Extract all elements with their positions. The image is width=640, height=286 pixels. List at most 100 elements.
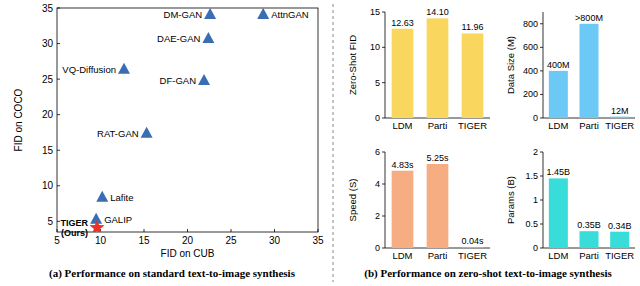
bar xyxy=(427,18,449,118)
y-tick-label: 10 xyxy=(42,180,54,191)
point-label: DAE-GAN xyxy=(157,33,200,44)
y-tick xyxy=(382,152,385,153)
bar xyxy=(427,164,449,248)
x-tick-label: 5 xyxy=(54,235,60,246)
y-tick xyxy=(382,118,385,119)
data-label: 1.45B xyxy=(547,167,571,177)
bars xyxy=(549,24,629,118)
y-tick xyxy=(57,185,60,186)
x-tick-label: 35 xyxy=(312,235,324,246)
bar xyxy=(392,171,414,248)
y-tick-label: 400 xyxy=(523,66,538,76)
data-label: 0.04s xyxy=(461,236,484,246)
bar xyxy=(462,33,484,118)
panel-caption: (a) Performance on standard text-to-imag… xyxy=(49,267,296,280)
y-tick-label: 1 xyxy=(533,195,538,205)
x-tick xyxy=(231,229,232,232)
bar xyxy=(579,24,598,118)
y-tick xyxy=(382,12,385,13)
point xyxy=(89,220,104,232)
x-tick-label: LDM xyxy=(392,250,412,261)
y-axis-title: Params (B) xyxy=(505,176,516,224)
y-tick-label: 30 xyxy=(42,38,54,49)
y-tick-label: 0 xyxy=(533,243,538,253)
y-tick xyxy=(540,23,543,24)
y-tick-label: 800 xyxy=(523,19,538,29)
y-tick xyxy=(540,94,543,95)
point-label: TIGER(Ours) xyxy=(61,218,89,238)
y-tick xyxy=(540,118,543,119)
y-tick-label: 5 xyxy=(375,78,380,88)
x-tick-label: TIGER xyxy=(458,120,487,131)
y-tick-label: 5 xyxy=(47,216,53,227)
data-label: 0.34B xyxy=(608,221,632,231)
data-label: 11.96 xyxy=(462,22,484,32)
data-label: 5.25s xyxy=(426,153,449,163)
point-label: Lafite xyxy=(110,192,133,203)
point-label: RAT-GAN xyxy=(97,128,139,139)
y-tick xyxy=(540,200,543,201)
x-tick-label: Parti xyxy=(579,250,599,261)
x-axis-title: FID on CUB xyxy=(161,248,215,259)
x-tick xyxy=(187,229,188,232)
point-label: AttnGAN xyxy=(271,9,309,20)
x-tick-label: 15 xyxy=(138,235,150,246)
y-axis-title: Zero-Shot FID xyxy=(347,35,358,95)
y-tick-label: 20 xyxy=(42,109,54,120)
y-tick-label: 6 xyxy=(375,147,380,157)
y-tick xyxy=(382,248,385,249)
point xyxy=(204,8,216,19)
bar xyxy=(579,231,598,248)
y-tick xyxy=(540,176,543,177)
bar xyxy=(610,232,629,248)
point-label: VQ-Diffusion xyxy=(62,64,116,75)
y-tick-label: 1.5 xyxy=(525,171,538,181)
point xyxy=(141,127,153,138)
y-tick xyxy=(57,43,60,44)
y-tick-label: 10 xyxy=(370,42,380,52)
y-axis xyxy=(385,12,386,118)
point xyxy=(198,74,210,85)
x-tick-label: Parti xyxy=(428,120,448,131)
x-tick-label: 10 xyxy=(95,235,107,246)
bars xyxy=(392,164,484,248)
x-tick-label: TIGER xyxy=(458,250,487,261)
y-axis xyxy=(543,12,544,118)
x-tick-label: 30 xyxy=(269,235,281,246)
data-label: 12M xyxy=(611,106,629,116)
bar xyxy=(610,117,629,118)
y-tick xyxy=(540,70,543,71)
y-tick-label: 15 xyxy=(370,7,380,17)
bar xyxy=(392,29,414,118)
x-tick-label: LDM xyxy=(548,250,568,261)
data-label: 12.63 xyxy=(391,18,414,28)
x-tick xyxy=(318,229,319,232)
y-tick-label: 35 xyxy=(42,3,54,14)
x-tick-label: 20 xyxy=(182,235,194,246)
y-tick-label: 0 xyxy=(375,243,380,253)
y-tick-label: 0 xyxy=(375,113,380,123)
bars xyxy=(392,18,484,118)
data-label: 0.35B xyxy=(577,220,601,230)
y-axis xyxy=(385,152,386,248)
y-tick-label: 2 xyxy=(375,211,380,221)
panel-caption: (b) Performance on zero-shot text-to-ima… xyxy=(364,267,612,280)
scatter-marks xyxy=(89,8,269,232)
y-tick-label: 15 xyxy=(42,145,54,156)
y-tick xyxy=(382,216,385,217)
bar xyxy=(462,247,484,248)
x-tick-label: TIGER xyxy=(605,250,634,261)
y-axis-title: Data Size (M) xyxy=(505,36,516,94)
y-tick-label: 2 xyxy=(533,147,538,157)
y-tick-label: 25 xyxy=(42,74,54,85)
y-tick xyxy=(540,224,543,225)
y-axis-title: Speed (S) xyxy=(347,179,358,222)
y-tick xyxy=(540,248,543,249)
x-tick-label: 25 xyxy=(225,235,237,246)
label-line: (Ours) xyxy=(61,228,88,238)
plot-frame xyxy=(57,8,318,232)
y-tick xyxy=(382,82,385,83)
point-label: GALIP xyxy=(104,214,132,225)
separator xyxy=(333,4,334,282)
y-axis-title: FID on COCO xyxy=(13,88,24,151)
